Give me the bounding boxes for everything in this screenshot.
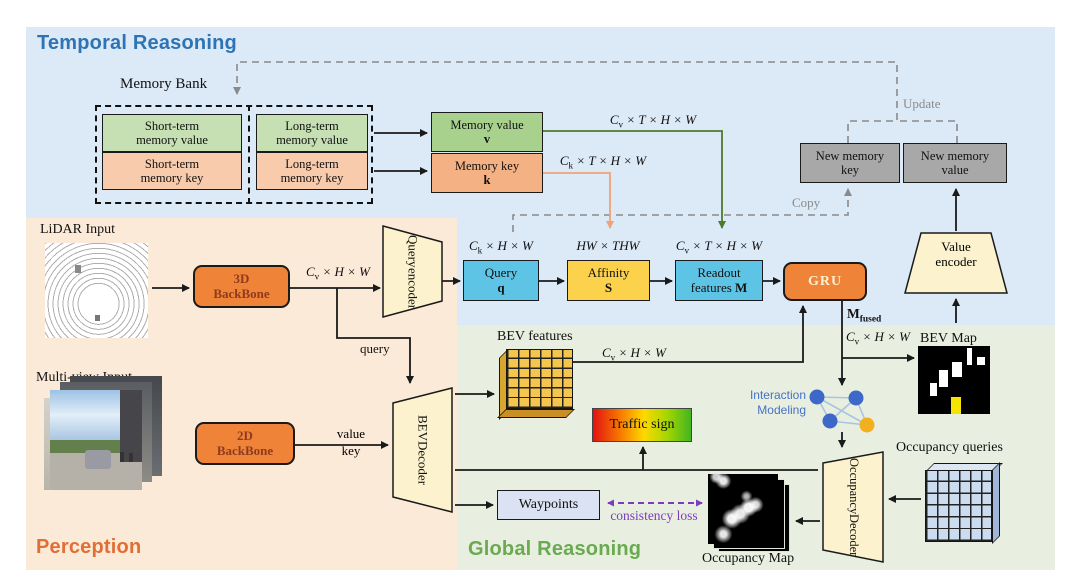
bev-decoder-shape <box>392 387 453 513</box>
occupancy-decoder-shape <box>822 451 884 563</box>
dim-query: Ck × H × W <box>469 238 533 256</box>
long-term-memory-key-box: Long-term memory key <box>256 152 368 190</box>
multiview-image-stack <box>42 375 164 495</box>
value-encoder-block: Value encoder <box>935 239 977 269</box>
cube-side <box>992 462 1000 544</box>
dim-backbone3d: Cv × H × W <box>306 264 370 282</box>
mfused-label: Mfused <box>847 306 882 325</box>
bev-map-object <box>977 357 985 365</box>
bev-map-object <box>952 362 962 377</box>
bev-map-image <box>918 346 990 414</box>
interaction-node <box>809 389 825 405</box>
bev-map-object <box>930 383 937 396</box>
photo-pedestrian <box>129 453 134 462</box>
cube-front <box>925 470 992 542</box>
value-key-wire-label: value key <box>336 426 366 458</box>
photo-building <box>119 390 142 462</box>
lidar-ego-dot <box>95 315 100 321</box>
title-temporal-reasoning: Temporal Reasoning <box>37 32 237 54</box>
waypoints-box: Waypoints <box>497 490 600 520</box>
bev-map-object <box>967 348 972 365</box>
memory-bank-label: Memory Bank <box>120 76 208 92</box>
dim-affinity: HW × THW <box>576 238 640 253</box>
bev-decoder-block: BEV Decoder <box>415 414 431 486</box>
query-encoder-block: Query encoder <box>405 235 421 309</box>
bev-map-label: BEV Map <box>920 331 977 346</box>
new-memory-key-box: New memory key <box>800 143 900 183</box>
lidar-input-label: LiDAR Input <box>40 222 116 237</box>
consistency-loss-label: consistency loss <box>610 508 698 523</box>
copy-label: Copy <box>792 195 821 210</box>
lidar-image <box>45 243 148 338</box>
affinity-s-box: Affinity S <box>567 260 650 301</box>
long-term-memory-value-box: Long-term memory value <box>256 114 368 152</box>
cube-front <box>506 349 573 409</box>
cube-bottom <box>497 409 575 418</box>
dim-readout: Cv × T × H × W <box>675 238 763 256</box>
dim-memory-value: Cv × T × H × W <box>609 112 697 130</box>
occupancy-map-front <box>708 474 778 544</box>
lidar-object-dot <box>75 265 81 273</box>
new-memory-value-box: New memory value <box>903 143 1007 183</box>
memory-key-box: Memory key k <box>431 153 543 193</box>
query-encoder-shape <box>382 225 443 318</box>
interaction-node <box>822 413 838 429</box>
short-term-memory-key-box: Short-term memory key <box>102 152 242 190</box>
gru-block: GRU <box>783 262 867 301</box>
photo-front <box>50 390 142 490</box>
occupancy-map-label: Occupancy Map <box>702 551 795 566</box>
short-term-memory-value-box: Short-term memory value <box>102 114 242 152</box>
photo-car <box>84 450 111 469</box>
backbone-2d-block: 2D BackBone <box>195 422 295 465</box>
update-label: Update <box>903 96 941 111</box>
dim-memory-key: Ck × T × H × W <box>559 153 647 171</box>
photo-trees <box>50 440 142 454</box>
interaction-node-ego <box>859 417 875 433</box>
query-wire-label: query <box>360 341 390 356</box>
dim-bev-features: Cv × H × W <box>602 345 666 363</box>
memory-value-box: Memory value v <box>431 112 543 152</box>
title-global-reasoning: Global Reasoning <box>468 538 642 560</box>
interaction-node <box>848 390 864 406</box>
bev-features-label: BEV features <box>497 329 573 344</box>
bev-map-ego <box>951 397 961 414</box>
occupancy-queries-label: Occupancy queries <box>896 440 1003 455</box>
memory-bank-box <box>95 105 373 204</box>
photo-pedestrian <box>119 452 124 462</box>
traffic-sign-box: Traffic sign <box>592 408 692 442</box>
bev-map-object <box>939 370 948 387</box>
interaction-modeling-label: Interaction Modeling <box>749 388 806 417</box>
occupancy-decoder-block: Occupancy Decoder <box>846 457 861 557</box>
value-encoder-shape <box>904 232 1008 294</box>
query-q-box: Query q <box>463 260 539 301</box>
title-perception: Perception <box>36 536 142 558</box>
memory-bank-divider <box>248 105 250 204</box>
readout-features-box: Readout features M <box>675 260 763 301</box>
backbone-3d-block: 3D BackBone <box>193 265 290 308</box>
dim-mfused: Cv × H × W <box>846 329 910 347</box>
